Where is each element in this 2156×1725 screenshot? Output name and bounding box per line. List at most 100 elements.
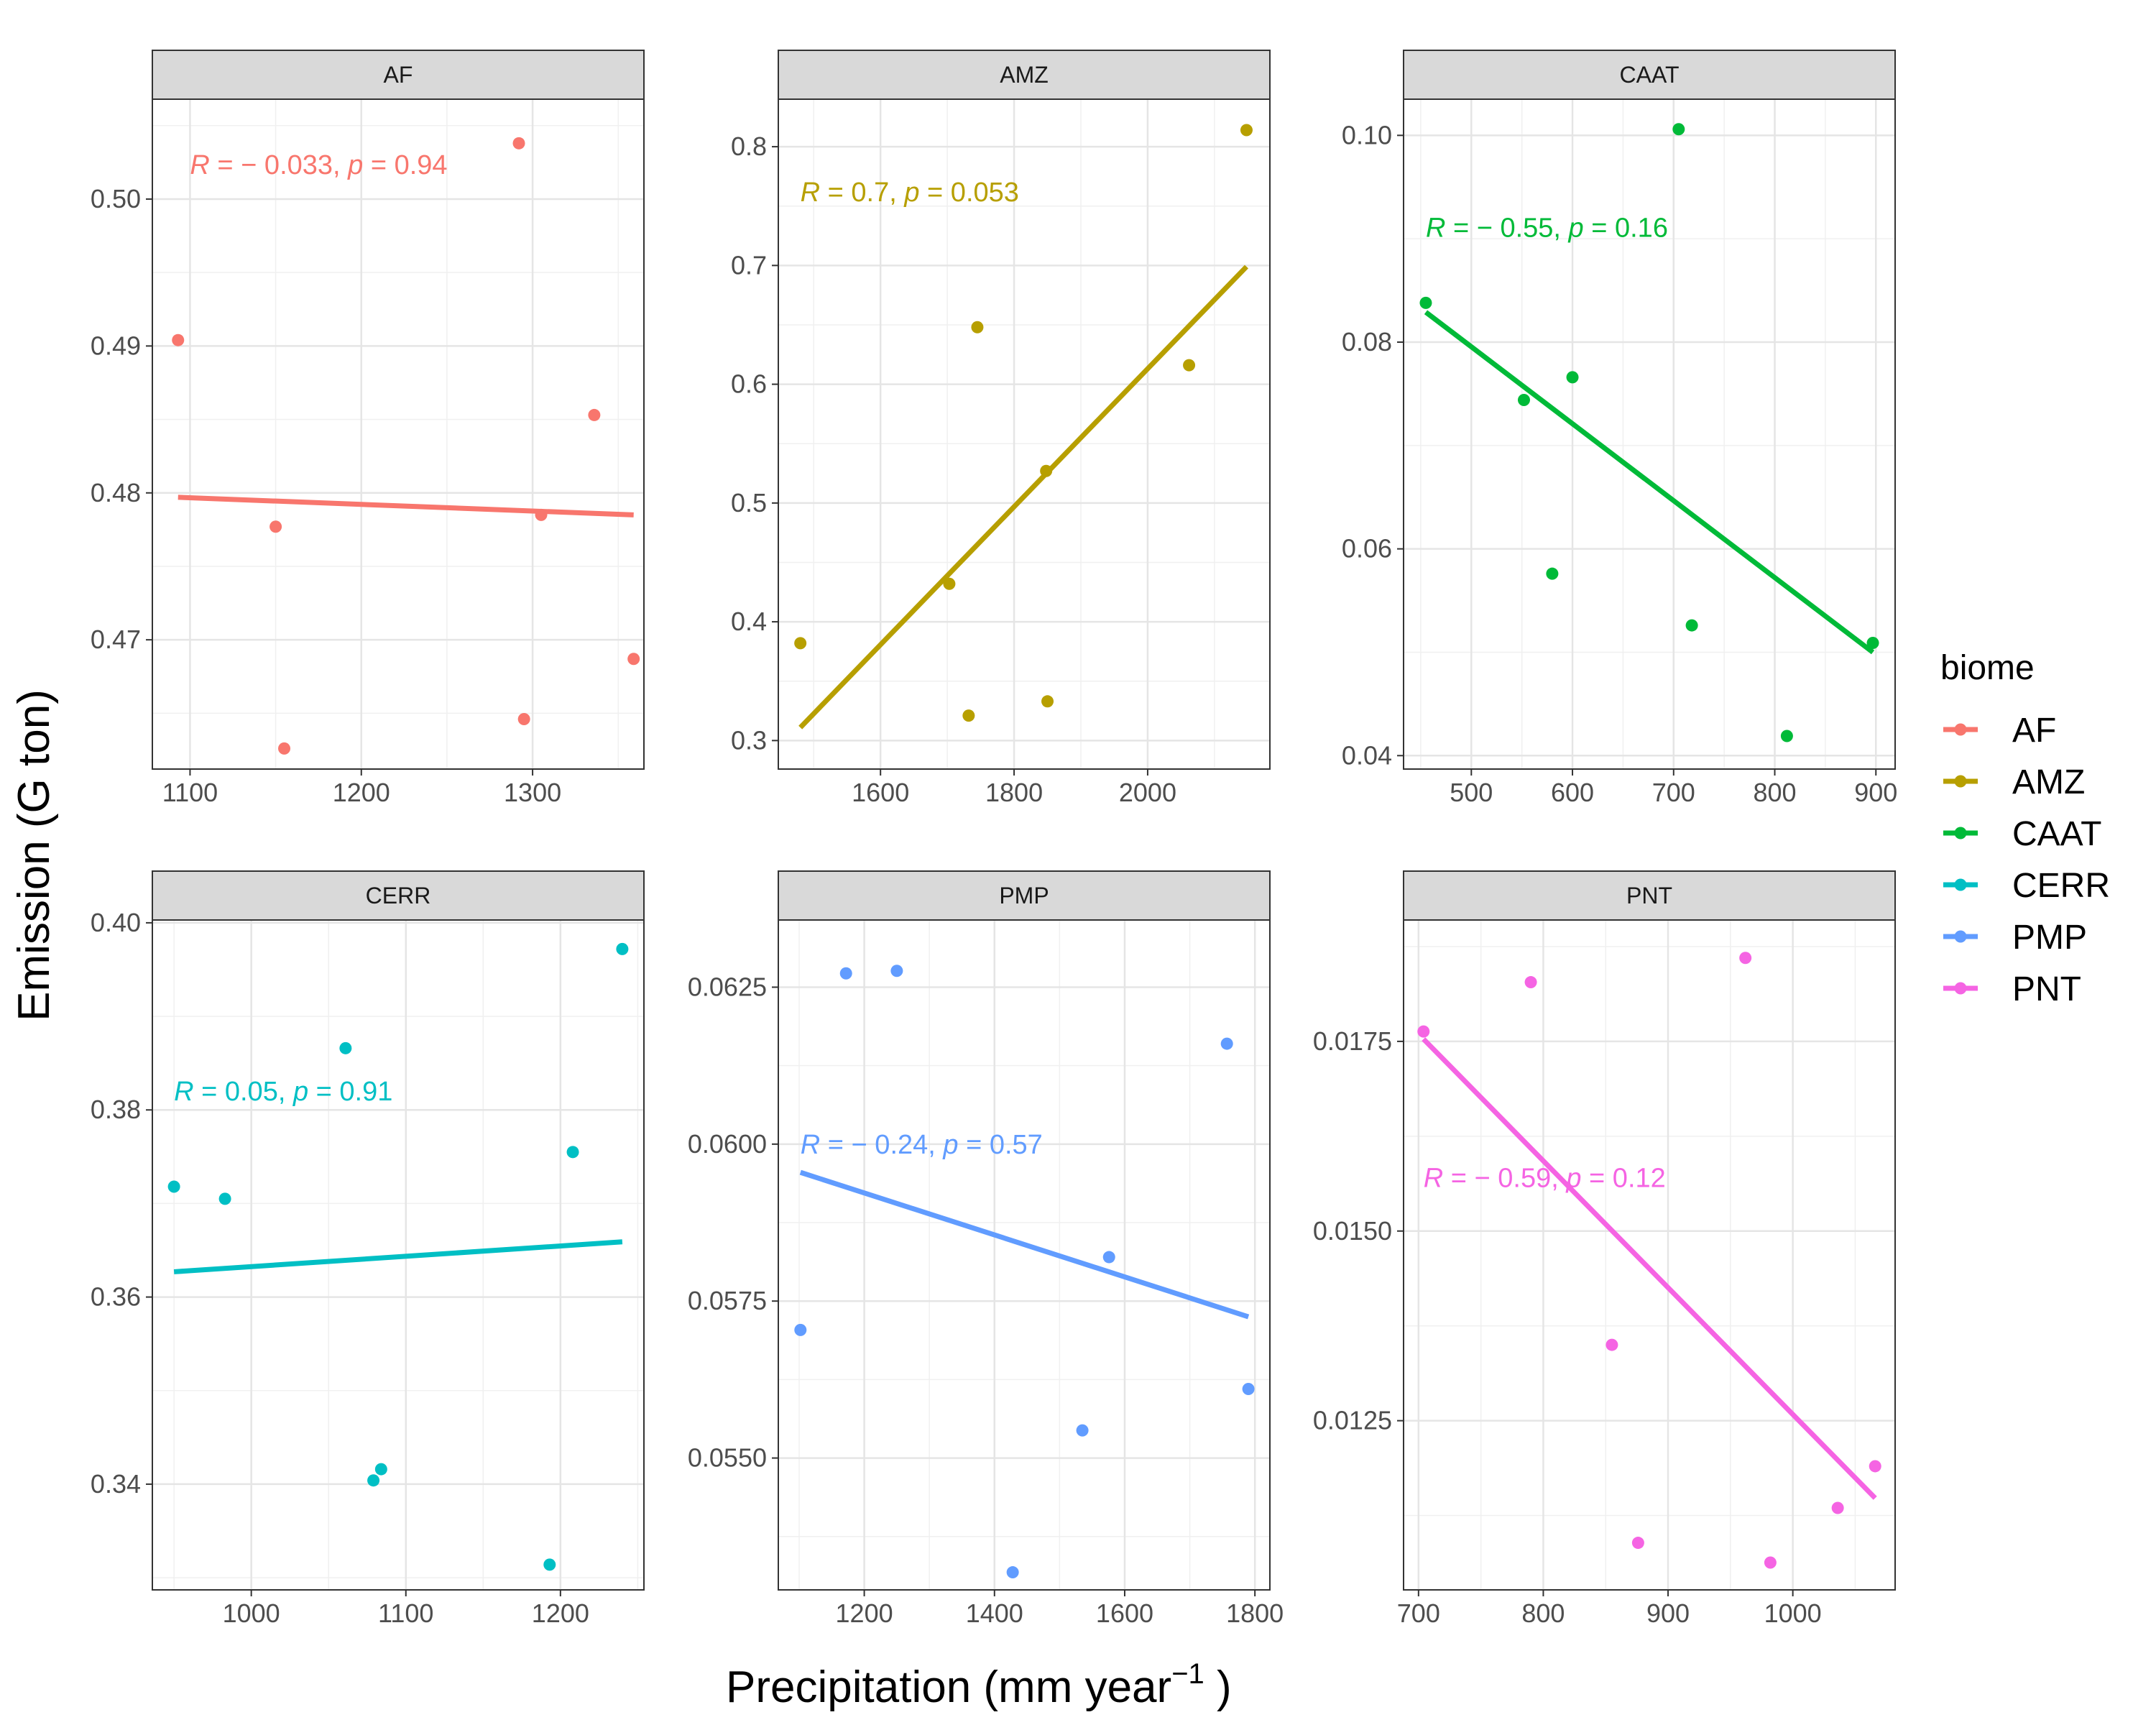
correlation-label-af: R = − 0.033, p = 0.94: [190, 150, 447, 180]
x-tick-label: 800: [1753, 778, 1796, 807]
data-point-amz: [1240, 124, 1253, 137]
strip-amz: [778, 50, 1271, 100]
legend-label: CAAT: [2012, 815, 2101, 853]
strip-label-amz: AMZ: [1000, 62, 1049, 88]
data-point-cerr: [616, 942, 629, 955]
y-tick-label: 0.04: [1342, 740, 1392, 770]
strip-pmp: [778, 870, 1271, 921]
data-point-caat: [1546, 567, 1559, 580]
data-point-cerr: [218, 1192, 231, 1205]
gridlines-af: [152, 99, 644, 769]
y-axis-title: Emission (G ton): [9, 689, 59, 1021]
data-point-caat: [1566, 371, 1579, 384]
x-tick-label: 900: [1854, 778, 1897, 807]
x-tick-label: 1000: [223, 1598, 280, 1628]
data-point-pnt: [1869, 1460, 1881, 1473]
data-point-af: [172, 334, 185, 346]
fit-line-pnt: [1422, 1037, 1877, 1500]
panels: AF R = − 0.033, p = 0.94 1100 1200 1300 0.47 0…: [91, 50, 1897, 1628]
fit-line-amz: [798, 264, 1248, 730]
x-tick-label: 1800: [1226, 1598, 1284, 1628]
correlation-label-pmp: R = − 0.24, p = 0.57: [801, 1130, 1043, 1160]
legend-label: PMP: [2012, 919, 2087, 957]
strip-af: [152, 50, 645, 100]
y-tick-label: 0.6: [731, 369, 767, 399]
legend-item-pnt: PNT: [1943, 970, 2081, 1008]
y-tick-label: 0.0125: [1313, 1406, 1392, 1435]
fit-line-af: [178, 494, 634, 518]
data-point-pmp: [1102, 1251, 1115, 1264]
x-tick-label: 1600: [1096, 1598, 1153, 1628]
x-tick-label: 500: [1450, 778, 1493, 807]
data-point-af: [278, 742, 291, 755]
y-tick-label: 0.38: [91, 1095, 141, 1124]
correlation-label-amz: R = 0.7, p = 0.053: [801, 178, 1019, 208]
legend-key-point: [1954, 982, 1967, 995]
x-tick-label: 1800: [985, 778, 1043, 807]
legend-key-point: [1954, 878, 1967, 891]
data-point-pmp: [1006, 1566, 1019, 1579]
legend-item-af: AF: [1943, 712, 2056, 750]
x-tick-label: 1000: [1764, 1598, 1822, 1628]
data-point-amz: [962, 709, 975, 722]
plot-area-af: [152, 99, 644, 769]
data-point-caat: [1685, 619, 1698, 632]
x-axis-title-main: Precipitation (mm year: [726, 1662, 1171, 1712]
data-point-pmp: [839, 967, 852, 980]
x-tick-label: 700: [1397, 1598, 1440, 1628]
legend-key-point: [1954, 723, 1967, 736]
panel-amz: AMZ R = 0.7, p = 0.053 1600 1800 2000 0.3 0.4 0…: [731, 50, 1271, 807]
y-tick-label: 0.47: [91, 625, 141, 654]
x-tick-label: 1300: [504, 778, 561, 807]
data-point-caat: [1517, 394, 1530, 407]
data-point-amz: [794, 637, 807, 650]
data-point-cerr: [566, 1146, 579, 1159]
data-point-amz: [1041, 695, 1054, 708]
y-tick-label: 0.08: [1342, 327, 1392, 356]
panel-border-af: [152, 98, 645, 770]
data-point-af: [588, 408, 601, 421]
x-tick-label: 1100: [162, 778, 218, 807]
panel-pnt: PNT R = − 0.59, p = 0.12 700 800 900 1000 0.01…: [1313, 870, 1896, 1628]
y-tick-label: 0.5: [731, 488, 767, 518]
gridlines-cerr: [152, 920, 644, 1590]
data-point-cerr: [543, 1558, 556, 1571]
x-axis-title-superscript: −1: [1171, 1658, 1204, 1690]
legend-title: biome: [1940, 649, 2035, 687]
correlation-label-caat: R = − 0.55, p = 0.16: [1426, 213, 1668, 243]
data-point-cerr: [167, 1180, 180, 1193]
y-tick-label: 0.0175: [1313, 1026, 1392, 1056]
plot-area-caat: [1404, 99, 1895, 769]
fit-line-pmp: [799, 1169, 1250, 1320]
data-point-pmp: [1242, 1382, 1255, 1395]
data-point-pmp: [1076, 1424, 1089, 1437]
x-tick-label: 1200: [532, 1598, 589, 1628]
panel-border-amz: [778, 98, 1271, 770]
y-tick-label: 0.0625: [688, 972, 767, 1001]
gridlines-pnt: [1404, 920, 1895, 1590]
correlation-label-pnt: R = − 0.59, p = 0.12: [1424, 1164, 1666, 1194]
legend-key-point: [1954, 827, 1967, 840]
strip-label-af: AF: [384, 62, 413, 88]
data-point-amz: [971, 321, 984, 334]
y-tick-label: 0.0600: [688, 1129, 767, 1159]
fit-line-cerr: [173, 1239, 623, 1274]
strip-label-pmp: PMP: [999, 883, 1049, 908]
panel-border-caat: [1403, 98, 1896, 770]
y-tick-label: 0.34: [91, 1469, 141, 1499]
data-point-pmp: [1220, 1037, 1233, 1050]
y-tick-label: 0.7: [731, 250, 767, 280]
y-tick-label: 0.48: [91, 478, 141, 507]
plot-area-pmp: [778, 920, 1270, 1590]
x-tick-label: 1400: [966, 1598, 1023, 1628]
y-tick-label: 0.0575: [688, 1286, 767, 1315]
x-tick-label: 800: [1521, 1598, 1565, 1628]
panel-border-cerr: [152, 919, 645, 1591]
y-tick-label: 0.40: [91, 908, 141, 937]
data-point-caat: [1780, 730, 1793, 742]
y-tick-label: 0.8: [731, 132, 767, 161]
correlation-label-cerr: R = 0.05, p = 0.91: [174, 1077, 392, 1107]
data-point-af: [512, 137, 525, 150]
